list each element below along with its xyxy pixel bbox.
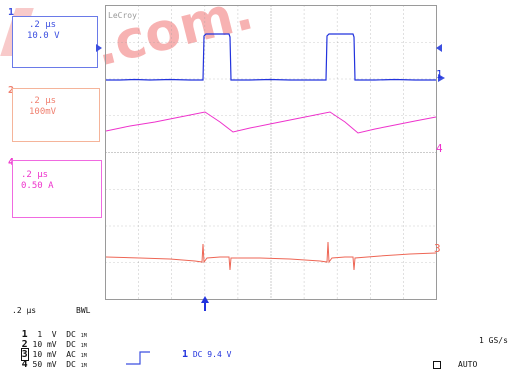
ch1-ground-marker xyxy=(438,74,445,82)
trigger-mode[interactable]: AUTO xyxy=(458,360,478,369)
ch2-tab[interactable]: 2 xyxy=(8,86,14,96)
row2-impedance: 1M xyxy=(80,343,87,349)
ch2-timebase: .2 μs xyxy=(29,96,57,106)
ch4-tab[interactable]: 4 xyxy=(8,158,14,168)
ch3-trace-label: 3 xyxy=(434,242,441,255)
trigger-mode-box[interactable] xyxy=(433,361,441,369)
trigger-slope-icon xyxy=(126,351,150,365)
sample-rate: 1 GS/s xyxy=(479,336,508,345)
channel-row-2[interactable]: 2 10 mV DC 1M xyxy=(12,331,87,351)
ch2-scale: 100mV xyxy=(29,107,57,117)
row2-scale: 10 mV xyxy=(32,340,57,349)
row1-impedance: 1M xyxy=(80,333,87,339)
trigger-level: DC 9.4 V xyxy=(192,350,232,359)
ch1-trace xyxy=(106,33,436,81)
ch1-timebase: .2 μs xyxy=(29,20,57,30)
ch3-trace xyxy=(105,241,437,271)
ch1-level-marker-left xyxy=(96,44,102,52)
ch4-timebase: .2 μs xyxy=(21,170,49,180)
ch4-scale: 0.50 A xyxy=(21,181,54,191)
ch1-trace-label: 1 xyxy=(436,68,443,81)
row4-impedance: 1M xyxy=(80,363,87,369)
row1-coupling: DC xyxy=(66,330,76,339)
row1-channel: 1 xyxy=(21,329,28,340)
ch1-info-box[interactable]: .2 μs 10.0 V xyxy=(12,16,98,68)
trigger-channel: 1 xyxy=(182,349,189,360)
trigger-position-arrow[interactable] xyxy=(201,296,209,311)
trigger-readout[interactable]: 1 DC 9.4 V xyxy=(182,349,231,360)
channel-row-4[interactable]: 4 50 mV DC 1M xyxy=(12,351,87,371)
channel-row-3[interactable]: 3 10 mV AC 1M xyxy=(12,341,87,361)
channel-row-1[interactable]: 1 1 V DC 1M xyxy=(12,321,87,341)
row1-scale: 1 V xyxy=(32,330,57,339)
row4-coupling: DC xyxy=(66,360,76,369)
row3-impedance: 1M xyxy=(80,353,87,359)
ch4-trace xyxy=(105,111,437,134)
ch1-scale: 10.0 V xyxy=(27,31,60,41)
row3-scale: 10 mV xyxy=(32,350,57,359)
ch2-info-box[interactable]: .2 μs 100mV xyxy=(12,88,100,142)
row3-coupling: AC xyxy=(66,350,76,359)
ch4-trace-label: 4 xyxy=(436,142,443,155)
scope-brand: LeCroy xyxy=(108,11,137,20)
row4-scale: 50 mV xyxy=(32,360,57,369)
row4-channel: 4 xyxy=(21,359,28,370)
graticule-grid xyxy=(105,5,437,300)
row3-channel: 3 xyxy=(20,348,29,361)
timebase-readout[interactable]: .2 μs xyxy=(12,306,37,315)
ch1-level-marker-right xyxy=(436,44,442,52)
ch1-tab[interactable]: 1 xyxy=(8,7,15,18)
ch4-info-box[interactable]: .2 μs 0.50 A xyxy=(12,160,102,218)
bwl-indicator: BWL xyxy=(76,306,91,315)
row2-coupling: DC xyxy=(66,340,76,349)
row2-channel: 2 xyxy=(21,339,28,350)
